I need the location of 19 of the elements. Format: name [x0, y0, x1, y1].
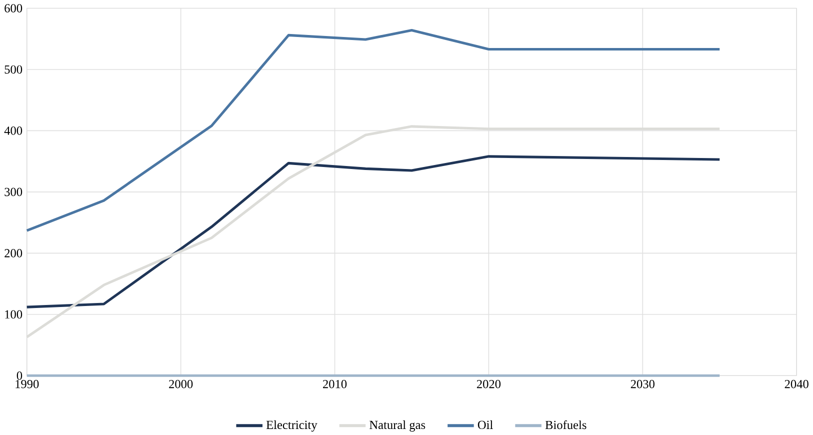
legend-label: Biofuels	[545, 420, 586, 430]
y-tick-label: 200	[4, 249, 22, 258]
x-tick-label: 2010	[323, 380, 347, 388]
y-tick-label: 500	[4, 65, 22, 74]
y-tick-label: 400	[4, 126, 22, 135]
legend-label: Electricity	[266, 420, 318, 432]
y-tick-label: 600	[4, 4, 22, 12]
x-tick-label: 2020	[476, 380, 501, 388]
y-tick-label: 0	[16, 371, 22, 380]
x-tick-label: 2040	[784, 380, 808, 388]
x-tick-label: 2000	[169, 380, 193, 388]
x-tick-label: 2030	[630, 380, 654, 388]
legend-label: Oil	[478, 420, 493, 430]
y-tick-label: 100	[5, 310, 22, 319]
line-series	[26, 155, 721, 308]
line-series	[26, 29, 721, 232]
y-tick-label: 300	[4, 188, 22, 196]
legend-label: Natural gas	[370, 420, 426, 432]
x-tick-label: 1990	[16, 380, 39, 388]
